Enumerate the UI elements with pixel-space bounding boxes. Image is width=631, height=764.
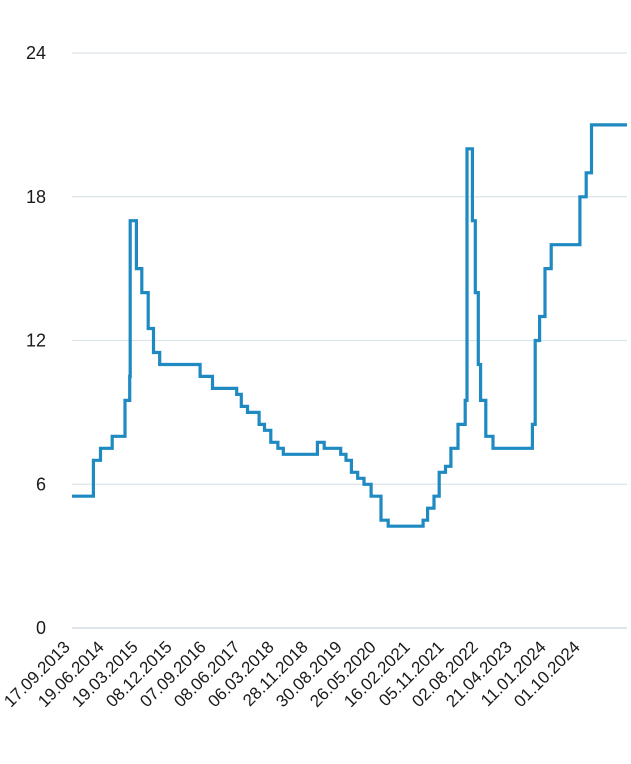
x-axis: 17.09.201319.06.201419.03.201508.12.2015… bbox=[0, 637, 584, 711]
plot-area bbox=[72, 123, 627, 528]
series-line bbox=[72, 123, 627, 528]
y-tick-label: 24 bbox=[26, 43, 46, 63]
y-tick-label: 12 bbox=[26, 331, 46, 351]
y-tick-label: 6 bbox=[36, 474, 46, 494]
y-tick-label: 0 bbox=[36, 618, 46, 638]
y-axis: 0 6 12 18 24 bbox=[26, 43, 46, 638]
gridlines bbox=[72, 52, 627, 629]
y-tick-label: 18 bbox=[26, 187, 46, 207]
